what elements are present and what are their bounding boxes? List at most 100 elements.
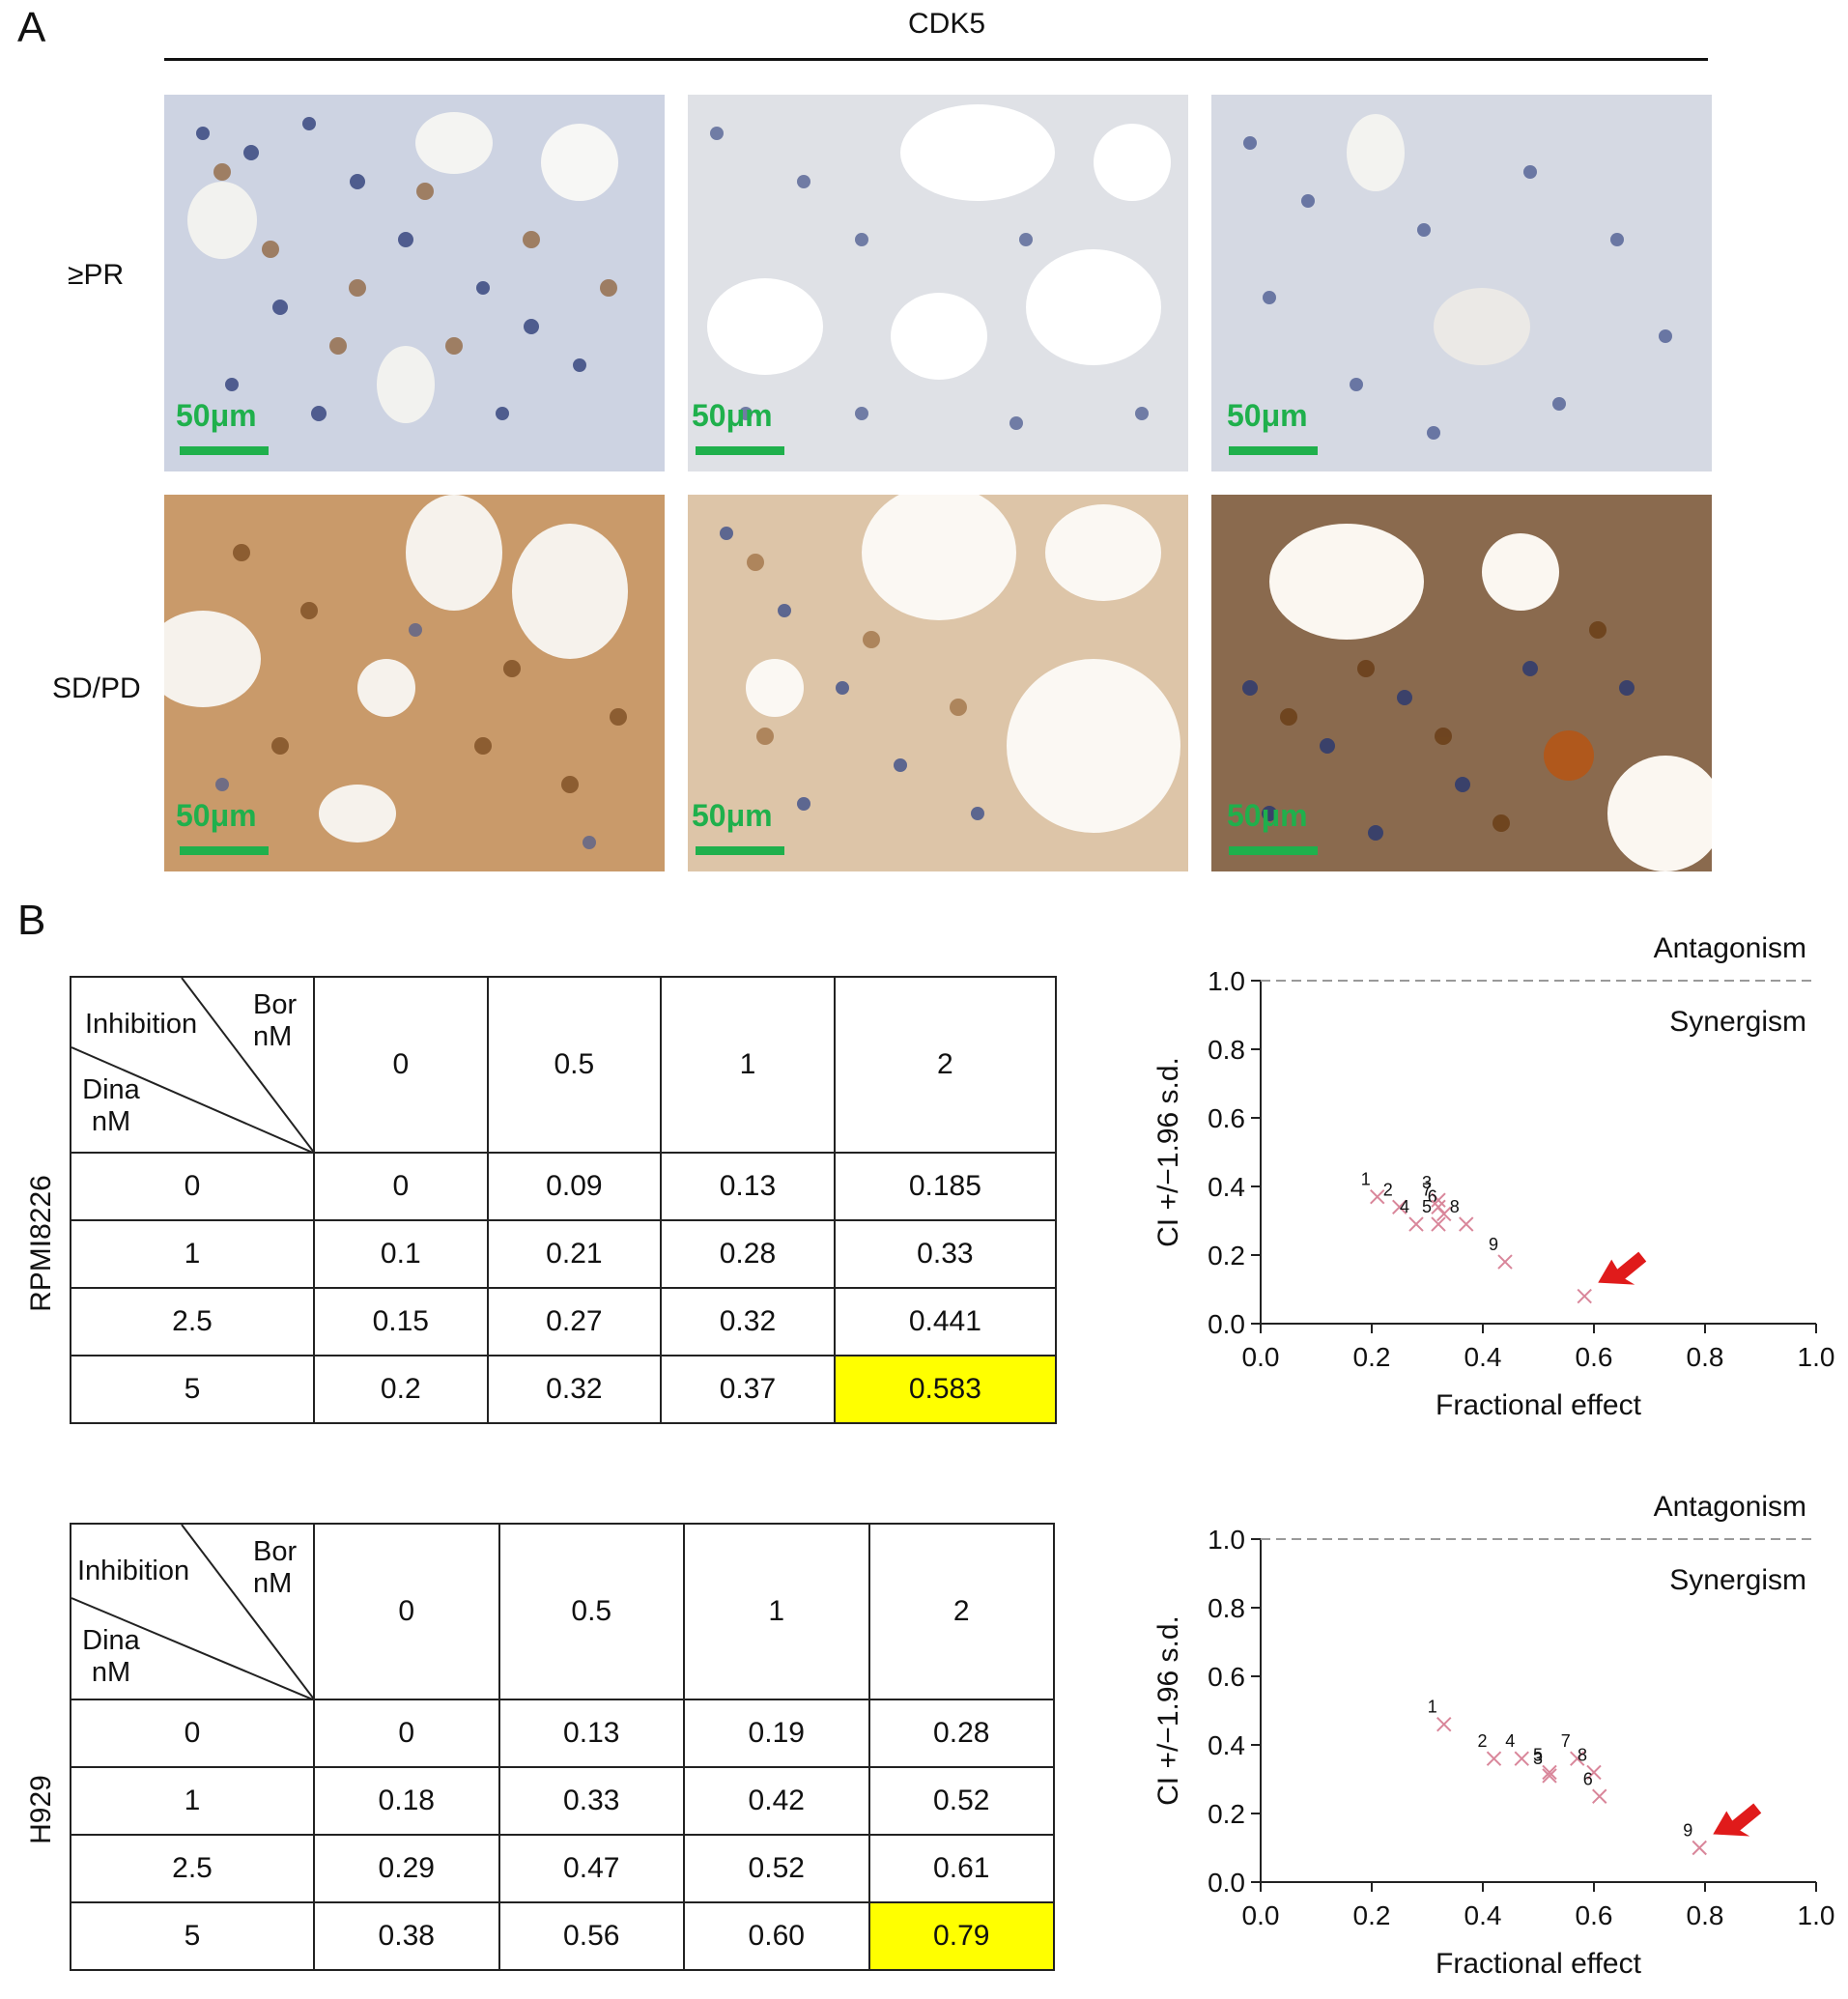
cell-line-label: RPMI8226 [25, 1175, 57, 1312]
data-point [1497, 1254, 1513, 1270]
corner-dina: Dina nM [82, 1625, 140, 1688]
x-tick-label: 0.4 [1464, 1342, 1502, 1372]
col-header: 2 [867, 1523, 1055, 1700]
antagonism-label: Antagonism [1654, 932, 1806, 964]
table-cell: 0.38 [313, 1901, 500, 1971]
data-point [1542, 1768, 1557, 1784]
scale-bar [1229, 446, 1318, 455]
point-label: 9 [1683, 1821, 1692, 1841]
x-tick-label: 0.6 [1576, 1342, 1613, 1372]
point-label: 7 [1561, 1731, 1571, 1751]
point-label: 3 [1422, 1173, 1432, 1192]
corner-bor: Bor nM [253, 989, 298, 1052]
synergism-label: Synergism [1669, 1006, 1806, 1038]
point-label: 6 [1583, 1769, 1593, 1788]
row-label-pr: ≥PR [68, 259, 125, 291]
corner-bor: Bor nM [253, 1536, 298, 1599]
table-cell: 0.33 [833, 1219, 1058, 1289]
scale-bar [696, 446, 784, 455]
table-cell: 0.28 [660, 1219, 836, 1289]
table-cell: 0.37 [660, 1355, 836, 1424]
point-label: 5 [1422, 1197, 1432, 1216]
table-cell: 0.13 [498, 1699, 685, 1768]
micrograph-sdpd-3 [1211, 495, 1712, 871]
micrograph-pr-3 [1211, 95, 1712, 471]
row-header: 1 [70, 1766, 315, 1836]
ci-plot-h929: 0.0 0.2 0.4 0.6 0.8 1.0 0.0 0.2 0.4 0.6 0.8 1.0 Frac… [1111, 1478, 1848, 1994]
col-header: 0.5 [486, 976, 663, 1154]
row-label-sdpd: SD/PD [52, 672, 141, 704]
data-point [1577, 1288, 1592, 1304]
antagonism-label: Antagonism [1654, 1491, 1806, 1523]
x-tick-label: 0.2 [1353, 1342, 1391, 1372]
x-tick-label: 0.2 [1353, 1900, 1391, 1930]
micrograph-pr-1 [164, 95, 665, 471]
row-header: 0 [70, 1152, 315, 1221]
point-label: 8 [1450, 1197, 1460, 1216]
data-point [1586, 1764, 1602, 1781]
point-label: 7 [1422, 1180, 1432, 1199]
red-arrow-icon [1598, 1251, 1647, 1285]
table-cell: 0.19 [683, 1699, 870, 1768]
y-tick-label: 0.4 [1208, 1172, 1245, 1202]
x-tick-label: 0.8 [1687, 1900, 1724, 1930]
scale-label: 50μm [176, 398, 257, 433]
data-point [1692, 1840, 1707, 1856]
data-point [1486, 1751, 1502, 1766]
y-tick-label: 1.0 [1208, 1525, 1245, 1555]
table-cell: 0.2 [313, 1355, 489, 1424]
data-point [1570, 1751, 1585, 1766]
scale-label: 50μm [1227, 798, 1308, 833]
point-label: 1 [1428, 1698, 1437, 1717]
data-point [1431, 1199, 1446, 1215]
y-axis-label: CI +/−1.96 s.d. [1152, 1057, 1184, 1247]
x-axis-label: Fractional effect [1436, 1389, 1642, 1421]
title-underline [164, 58, 1708, 61]
table-cell: 0.09 [486, 1152, 663, 1221]
point-label: 9 [1489, 1235, 1498, 1254]
table-cell: 0.27 [486, 1287, 663, 1356]
table-cell: 0.33 [498, 1766, 685, 1836]
red-arrow-icon [1713, 1803, 1762, 1837]
row-header: 2.5 [70, 1834, 315, 1903]
x-tick-label: 1.0 [1798, 1900, 1835, 1930]
y-tick-label: 0.2 [1208, 1799, 1245, 1829]
y-tick-label: 0.4 [1208, 1730, 1245, 1760]
corner-diagonals [71, 978, 315, 1154]
col-header: 0.5 [498, 1523, 685, 1700]
row-header: 5 [70, 1355, 315, 1424]
point-label: 6 [1428, 1186, 1437, 1206]
point-label: 8 [1578, 1745, 1587, 1764]
y-tick-label: 1.0 [1208, 966, 1245, 996]
table-cell-highlighted: 0.583 [833, 1355, 1058, 1424]
y-axis-label: CI +/−1.96 s.d. [1152, 1615, 1184, 1806]
table-cell: 0.52 [867, 1766, 1055, 1836]
y-tick-label: 0.8 [1208, 1035, 1245, 1065]
table-cell: 0.29 [313, 1834, 500, 1903]
table-cell: 0.32 [486, 1355, 663, 1424]
col-header: 1 [660, 976, 836, 1154]
micrograph-sdpd-1 [164, 495, 665, 871]
table-cell: 0.13 [660, 1152, 836, 1221]
panel-a-title: CDK5 [908, 8, 986, 40]
col-header: 0 [313, 1523, 500, 1700]
table-cell: 0.47 [498, 1834, 685, 1903]
y-tick-label: 0.8 [1208, 1593, 1245, 1623]
point-label: 4 [1400, 1197, 1409, 1216]
x-tick-label: 1.0 [1798, 1342, 1835, 1372]
x-tick-label: 0.4 [1464, 1900, 1502, 1930]
table-cell: 0.441 [833, 1287, 1058, 1356]
micrograph-sdpd-2 [688, 495, 1188, 871]
table-cell: 0.18 [313, 1766, 500, 1836]
data-point [1392, 1199, 1407, 1215]
point-label: 2 [1477, 1731, 1487, 1751]
table-cell: 0 [313, 1699, 500, 1768]
point-label: 1 [1361, 1170, 1371, 1189]
row-header: 0 [70, 1699, 315, 1768]
row-header: 2.5 [70, 1287, 315, 1356]
table-cell: 0.52 [683, 1834, 870, 1903]
data-point [1542, 1764, 1557, 1781]
point-label: 4 [1505, 1731, 1515, 1751]
panel-b-letter: B [17, 897, 46, 944]
scale-label: 50μm [692, 798, 773, 833]
